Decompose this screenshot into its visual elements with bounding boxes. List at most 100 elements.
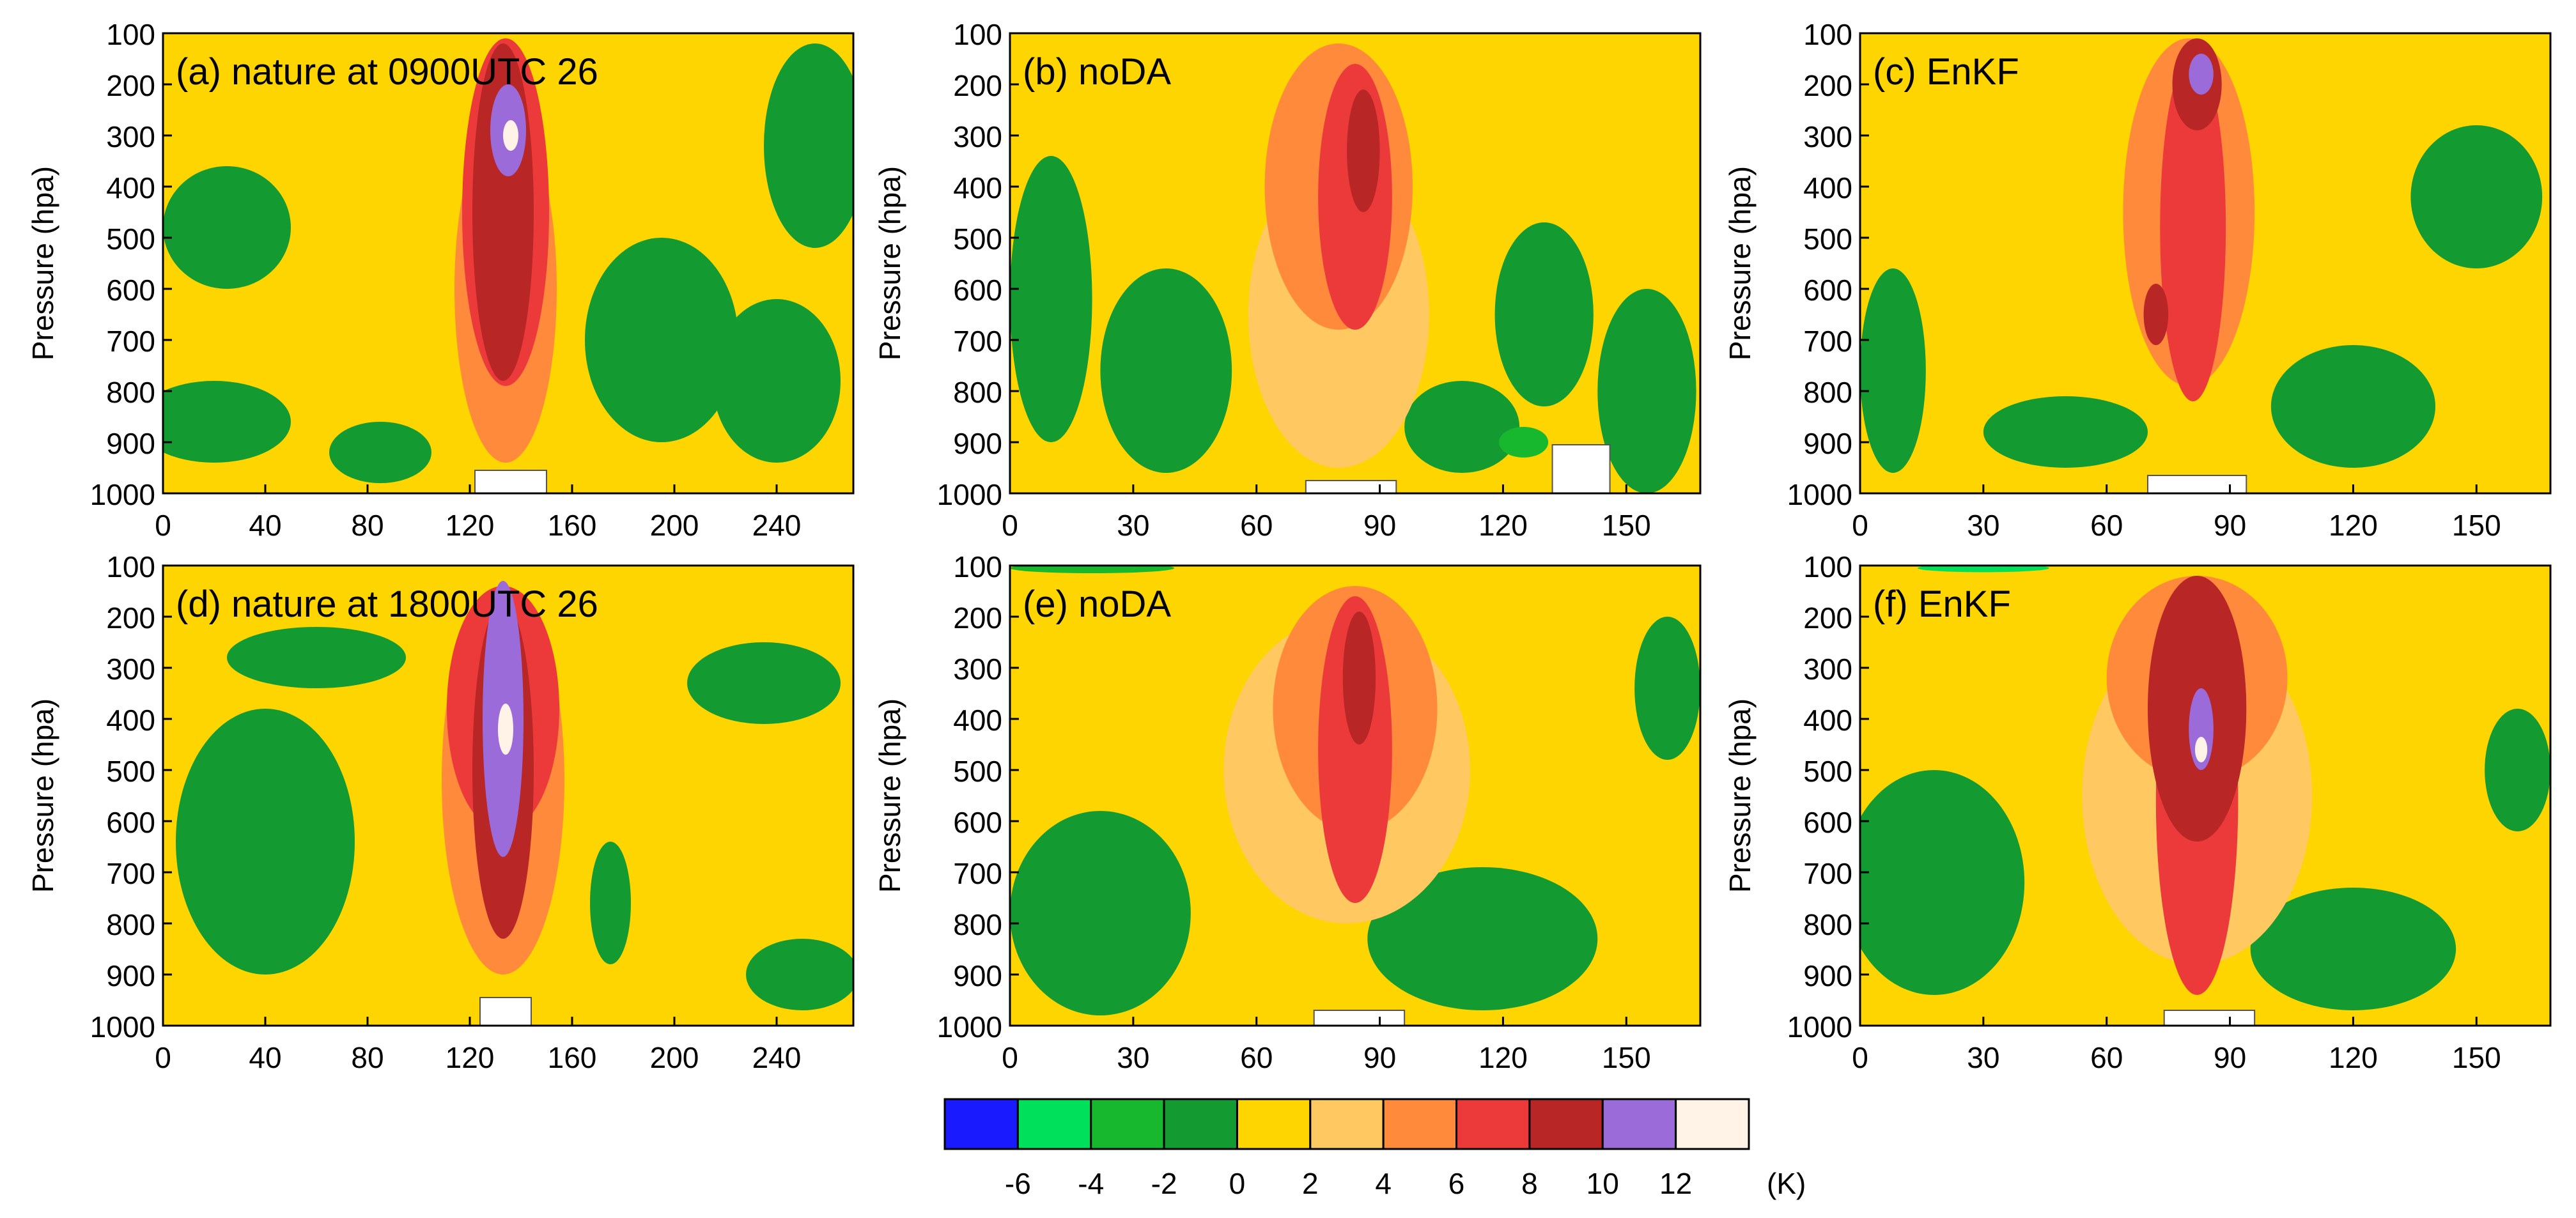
terrain-block [1305,480,1397,493]
x-tick-label: 80 [351,509,384,542]
y-tick-label: 1000 [1787,478,1852,511]
y-tick-label: 200 [953,601,1002,635]
colorbar-level-label: 10 [1587,1167,1619,1200]
y-tick-label: 300 [953,652,1002,686]
y-tick-label: 1000 [90,1010,155,1044]
x-tick-label: 0 [1852,509,1868,542]
y-tick-label: 100 [1803,550,1852,583]
x-tick-label: 40 [249,1041,281,1074]
y-axis-label: Pressure (hpa) [1723,698,1757,893]
colorbar-level-label: -4 [1078,1167,1104,1200]
y-axis-label: Pressure (hpa) [1723,166,1757,360]
y-tick-label: 700 [953,857,1002,890]
y-tick-label: 800 [1803,376,1852,409]
x-tick-label: 0 [1852,1041,1868,1074]
panel-5: (f) EnKF 100 200 300 400 500 600 700 800 900 10000… [1723,550,2552,1074]
colorbar: -6 -4 -2 0 2 4 6 8 10 12 (K) [943,1098,1806,1200]
y-tick-label: 900 [106,959,155,992]
y-tick-label: 300 [106,652,155,686]
contour-region-level-8 [1347,89,1380,212]
x-tick-label: 150 [2452,1041,2501,1074]
x-tick-label: 120 [1478,509,1528,542]
contour-region-level--2 [1404,381,1520,473]
x-tick-label: 240 [752,509,802,542]
y-tick-label: 500 [953,755,1002,788]
y-tick-label: 400 [106,704,155,737]
x-tick-label: 150 [1602,1041,1651,1074]
y-tick-label: 200 [1803,601,1852,635]
x-tick-label: 30 [1117,509,1149,542]
x-tick-label: 150 [1602,509,1651,542]
y-tick-label: 900 [1803,427,1852,460]
colorbar-level-label: 6 [1448,1167,1465,1200]
contour-region-level--2 [1597,289,1696,493]
x-tick-label: 40 [249,509,281,542]
plot-frame [1009,32,1702,495]
contour-region-level-8 [1342,612,1376,744]
x-tick-label: 30 [1117,1041,1149,1074]
terrain-block [479,997,532,1026]
y-tick-label: 400 [953,704,1002,737]
y-tick-label: 300 [1803,652,1852,686]
contour-region-level--2 [1983,396,2148,468]
x-tick-label: 90 [2214,509,2246,542]
y-tick-label: 600 [106,274,155,307]
plot-area [1010,33,1700,493]
y-tick-label: 100 [106,550,155,583]
contour-region-level--2 [713,299,841,463]
contour-region-level-12 [503,120,518,151]
x-tick-label: 90 [2214,1041,2246,1074]
contour-region-level--2 [1010,156,1092,442]
plot-frame [1859,32,2552,495]
plot-frame [162,564,855,1027]
y-tick-label: 800 [953,908,1002,941]
x-tick-label: 60 [1240,1041,1273,1074]
y-tick-label: 900 [953,959,1002,992]
y-axis-label: Pressure (hpa) [873,166,906,360]
plot-area [1010,566,1700,1026]
terrain-block [2147,475,2247,493]
y-tick-label: 800 [1803,908,1852,941]
colorbar-swatch [1382,1098,1458,1150]
contour-region-level--2 [2250,888,2456,1010]
y-tick-label: 500 [106,222,155,256]
contour-region-level--2 [1634,617,1700,760]
colorbar-swatch [1163,1098,1238,1150]
colorbar-level-label: 8 [1521,1167,1538,1200]
x-tick-label: 60 [2090,509,2123,542]
contour-region-level-12 [2194,737,2208,762]
y-tick-label: 200 [1803,69,1852,102]
y-tick-label: 300 [106,120,155,153]
y-tick-label: 400 [1803,171,1852,204]
x-tick-label: 120 [2329,509,2378,542]
contour-region-level--2 [2485,709,2550,831]
panel-title: (d) nature at 1800UTC 26 [176,583,598,625]
y-tick-label: 200 [106,69,155,102]
x-tick-label: 120 [446,1041,495,1074]
x-tick-label: 120 [2329,1041,2378,1074]
y-tick-label: 100 [1803,18,1852,51]
y-tick-label: 700 [1803,325,1852,358]
y-tick-label: 500 [106,755,155,788]
contour-region-level--2 [163,381,291,463]
x-tick-label: 200 [650,1041,699,1074]
plot-area [163,566,853,1026]
x-tick-label: 80 [351,1041,384,1074]
plot-frame [1009,564,1702,1027]
y-tick-label: 700 [1803,857,1852,890]
contour-region-level--2 [227,627,406,688]
x-tick-label: 90 [1363,509,1396,542]
y-tick-label: 800 [953,376,1002,409]
y-tick-label: 100 [106,18,155,51]
y-tick-label: 400 [953,171,1002,204]
colorbar-swatch [1016,1098,1092,1150]
colorbar-level-label: 12 [1659,1167,1692,1200]
contour-region-level--2 [1494,222,1594,406]
panel-title: (f) EnKF [1873,583,2011,625]
terrain-block [1551,444,1611,493]
y-tick-label: 800 [106,376,155,409]
x-tick-label: 0 [155,509,171,542]
panel-4: (e) noDA 100 200 300 400 500 600 700 800 900 10000… [873,550,1702,1074]
x-tick-label: 30 [1967,509,1999,542]
